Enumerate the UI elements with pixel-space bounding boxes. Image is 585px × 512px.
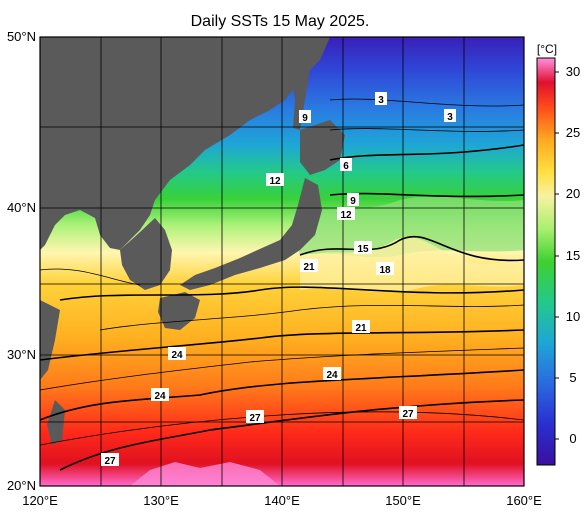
svg-text:21: 21 <box>303 262 315 273</box>
kuroshio-extension-band <box>300 236 524 292</box>
svg-text:24: 24 <box>154 391 166 402</box>
sakhalin-island <box>290 40 310 130</box>
colorbar-ticks: 30 25 20 15 10 5 0 <box>555 64 580 446</box>
contour-label: 24 <box>168 347 186 361</box>
svg-text:24: 24 <box>326 370 338 381</box>
hokkaido-island <box>300 120 345 175</box>
svg-text:6: 6 <box>343 161 349 172</box>
svg-text:3: 3 <box>378 95 384 106</box>
contour-label: 21 <box>300 259 318 273</box>
lon-label: 140°E <box>264 493 300 508</box>
svg-text:18: 18 <box>379 265 391 276</box>
contour-label: 9 <box>347 193 359 207</box>
contour-label: 21 <box>352 320 370 334</box>
isotherm-contours <box>40 98 524 471</box>
svg-text:24: 24 <box>171 350 183 361</box>
colorbar-tick-label: 0 <box>569 431 576 446</box>
contour-label: 12 <box>266 173 284 187</box>
contour-label: 15 <box>354 241 372 255</box>
lon-label: 160°E <box>506 493 542 508</box>
contour-label-group: 3 3 9 6 12 9 12 15 18 21 21 24 24 24 27 27 27 <box>101 92 456 467</box>
colorbar-tick-label: 25 <box>566 125 580 140</box>
contour-label: 27 <box>101 453 119 467</box>
korean-peninsula <box>120 218 172 290</box>
svg-text:3: 3 <box>447 112 453 123</box>
lat-label: 50°N <box>7 29 36 44</box>
colorbar-tick-label: 5 <box>569 370 576 385</box>
svg-text:27: 27 <box>104 456 116 467</box>
colorbar-tick-label: 10 <box>566 309 580 324</box>
plot-area <box>40 37 524 486</box>
contour-label: 27 <box>399 406 417 420</box>
contour-label: 6 <box>340 158 352 172</box>
contour-label: 24 <box>323 367 341 381</box>
contour-label: 18 <box>376 262 394 276</box>
lat-label: 40°N <box>7 200 36 215</box>
asian-continent-landmass <box>40 37 330 250</box>
colorbar-tick-label: 30 <box>566 64 580 79</box>
lat-label: 20°N <box>7 478 36 493</box>
contour-label: 3 <box>375 92 387 106</box>
svg-text:15: 15 <box>357 244 369 255</box>
contour-label: 24 <box>151 388 169 402</box>
plot-frame <box>39 36 525 487</box>
contour-label: 3 <box>444 109 456 123</box>
svg-text:9: 9 <box>350 196 356 207</box>
taiwan-island <box>47 400 65 445</box>
colorbar-tick-label: 20 <box>566 186 580 201</box>
svg-text:27: 27 <box>249 413 261 424</box>
lon-label: 120°E <box>22 493 58 508</box>
colorbar: [°C] 30 25 20 15 10 5 0 <box>536 42 580 466</box>
svg-text:27: 27 <box>402 409 414 420</box>
lat-lon-grid <box>40 37 524 486</box>
lon-label: 150°E <box>385 493 421 508</box>
contour-label: 27 <box>246 410 264 424</box>
warm-pool-patch <box>130 462 280 486</box>
svg-text:12: 12 <box>269 176 281 187</box>
svg-text:12: 12 <box>340 210 352 221</box>
colorbar-tick-label: 15 <box>566 248 580 263</box>
lon-label: 130°E <box>143 493 179 508</box>
honshu-island <box>180 178 322 290</box>
contour-label: 12 <box>337 207 355 221</box>
colorbar-unit-label: [°C] <box>537 42 557 56</box>
colorbar-gradient <box>536 57 556 466</box>
svg-text:9: 9 <box>302 113 308 124</box>
contour-label: 9 <box>299 110 311 124</box>
map-title: Daily SSTs 15 May 2025. <box>191 13 370 30</box>
svg-text:21: 21 <box>355 323 367 334</box>
lat-label: 30°N <box>7 347 36 362</box>
